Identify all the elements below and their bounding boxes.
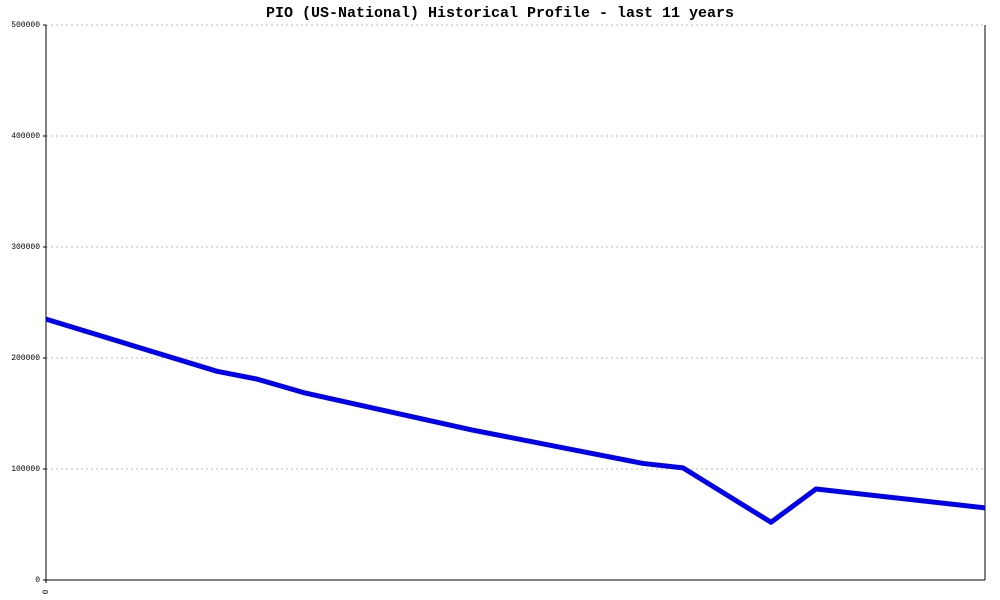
chart-title: PIO (US-National) Historical Profile - l…: [266, 5, 734, 22]
data-line: [45, 316, 986, 525]
y-tick-label: 400000: [11, 132, 40, 141]
x-tick-label: 0: [42, 589, 51, 594]
y-tick-label: 500000: [11, 21, 40, 30]
y-tick-label: 0: [35, 576, 40, 585]
y-tick-label: 200000: [11, 354, 40, 363]
y-tick-label: 100000: [11, 465, 40, 474]
y-tick-label: 300000: [11, 243, 40, 252]
